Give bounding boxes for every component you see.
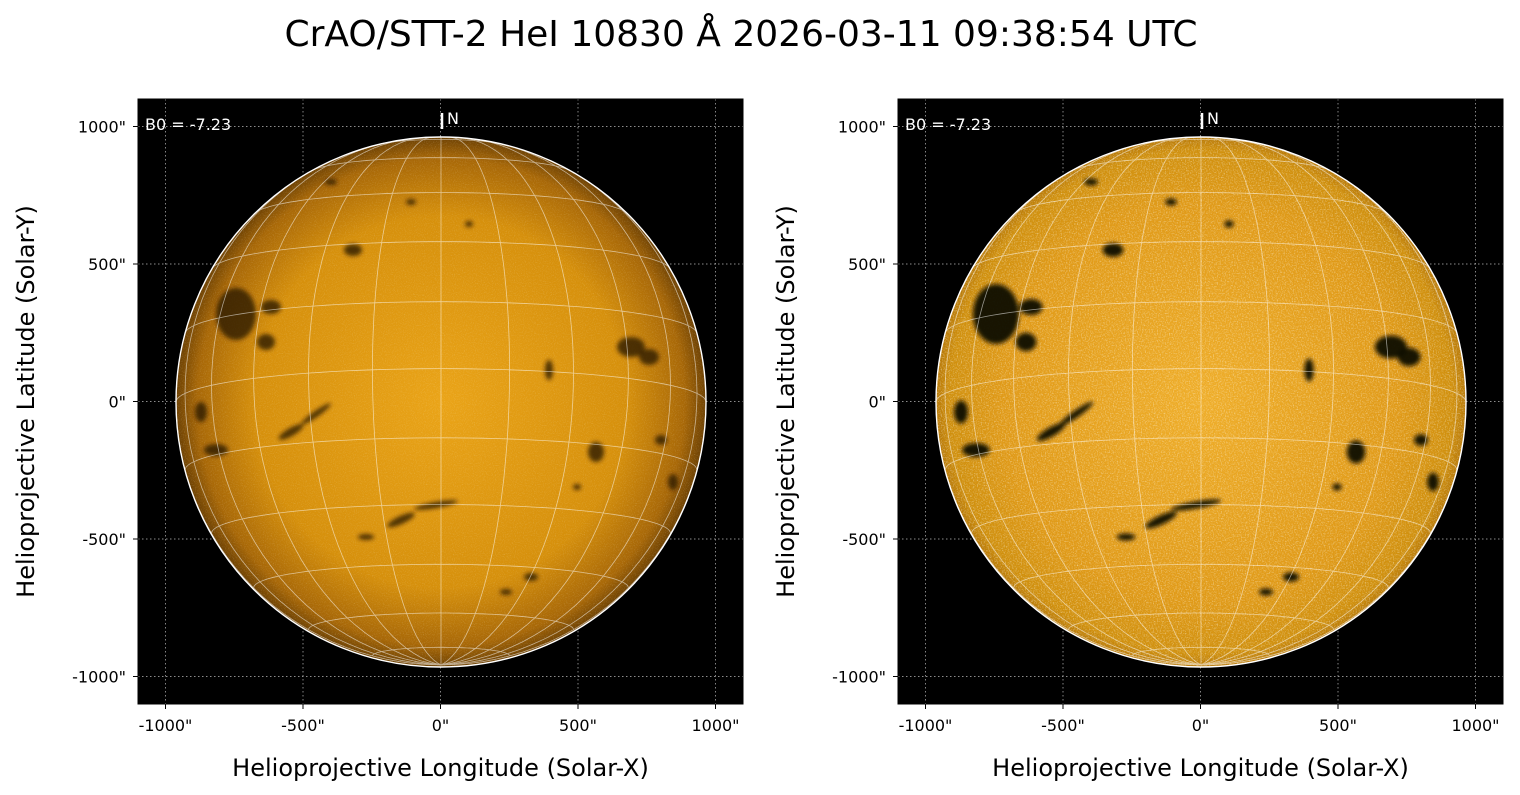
y-tick-label: 1000"	[78, 118, 126, 137]
filament	[1015, 332, 1037, 352]
filament	[954, 400, 968, 424]
filament	[655, 435, 667, 445]
figure-title: CrAO/STT-2 HeI 10830 Å 2026-03-11 09:38:…	[284, 14, 1198, 55]
filament	[1058, 401, 1094, 427]
filament	[406, 199, 416, 205]
filament	[344, 244, 362, 256]
y-tick-label: -500"	[842, 530, 886, 549]
filament	[500, 589, 512, 595]
y-tick-label: -1000"	[832, 668, 886, 687]
filament	[278, 424, 304, 440]
filament	[1427, 472, 1439, 492]
filament	[195, 402, 207, 422]
x-tick-label: 1000"	[1451, 716, 1499, 735]
y-axis-label: Helioprojective Latitude (Solar-Y)	[12, 205, 40, 598]
filament	[588, 442, 604, 462]
x-axis-label: Helioprojective Longitude (Solar-X)	[232, 754, 649, 782]
filament	[1036, 423, 1066, 441]
y-tick-label: -1000"	[72, 668, 126, 687]
panel-right: N B0 = -7.23 -1000" -500" 0" 500" 1000" 1000" 50…	[772, 98, 1504, 782]
x-tick-label: -1000"	[139, 716, 193, 735]
filament	[465, 221, 473, 227]
filament	[387, 512, 415, 528]
filament	[1084, 178, 1098, 186]
filament	[1224, 220, 1234, 228]
x-tick-label: 0"	[1192, 716, 1210, 735]
filament	[1304, 358, 1314, 382]
y-tick-label: -500"	[82, 530, 126, 549]
filament	[1116, 533, 1136, 541]
filament	[1346, 440, 1366, 464]
filament	[358, 534, 374, 540]
filament	[261, 300, 281, 314]
filament	[1145, 511, 1177, 529]
north-label: N	[1207, 109, 1219, 128]
filament	[1019, 298, 1043, 316]
filament	[1397, 347, 1421, 367]
filament	[573, 484, 581, 490]
y-tick-label: 0"	[108, 393, 126, 412]
b0-label: B0 = -7.23	[905, 115, 991, 134]
filament	[257, 334, 275, 350]
y-tick-label: 0"	[868, 393, 886, 412]
y-tick-label: 500"	[848, 255, 886, 274]
limb-outline	[175, 136, 707, 668]
y-axis-label: Helioprojective Latitude (Solar-Y)	[772, 205, 800, 598]
x-tick-label: -500"	[281, 716, 325, 735]
filament	[325, 179, 337, 185]
x-axis-label: Helioprojective Longitude (Solar-X)	[992, 754, 1409, 782]
y-tick-label: 500"	[88, 255, 126, 274]
filament	[1332, 483, 1342, 491]
b0-label: B0 = -7.23	[145, 115, 231, 134]
filament	[1102, 243, 1124, 257]
filament	[668, 474, 678, 490]
x-tick-label: 0"	[432, 716, 450, 735]
panel-left: N B0 = -7.23 -1000" -500" 0" 500" 1000" 1000" 50…	[12, 98, 744, 782]
x-tick-label: 1000"	[691, 716, 739, 735]
filament	[301, 403, 331, 425]
limb-outline	[935, 136, 1467, 668]
filament	[1259, 588, 1273, 596]
north-label: N	[447, 109, 459, 128]
filament	[639, 349, 659, 365]
heliographic-grid	[935, 136, 1467, 666]
filament	[1165, 198, 1177, 206]
x-tick-label: -1000"	[899, 716, 953, 735]
filament	[204, 444, 228, 456]
filament	[216, 288, 256, 340]
filament	[524, 573, 538, 581]
x-tick-label: -500"	[1041, 716, 1085, 735]
filament	[973, 284, 1019, 344]
filament	[1414, 434, 1428, 446]
x-tick-label: 500"	[559, 716, 597, 735]
filament	[545, 360, 553, 380]
x-tick-label: 500"	[1319, 716, 1357, 735]
y-tick-label: 1000"	[838, 118, 886, 137]
filament	[617, 337, 645, 357]
filament	[1282, 572, 1300, 582]
